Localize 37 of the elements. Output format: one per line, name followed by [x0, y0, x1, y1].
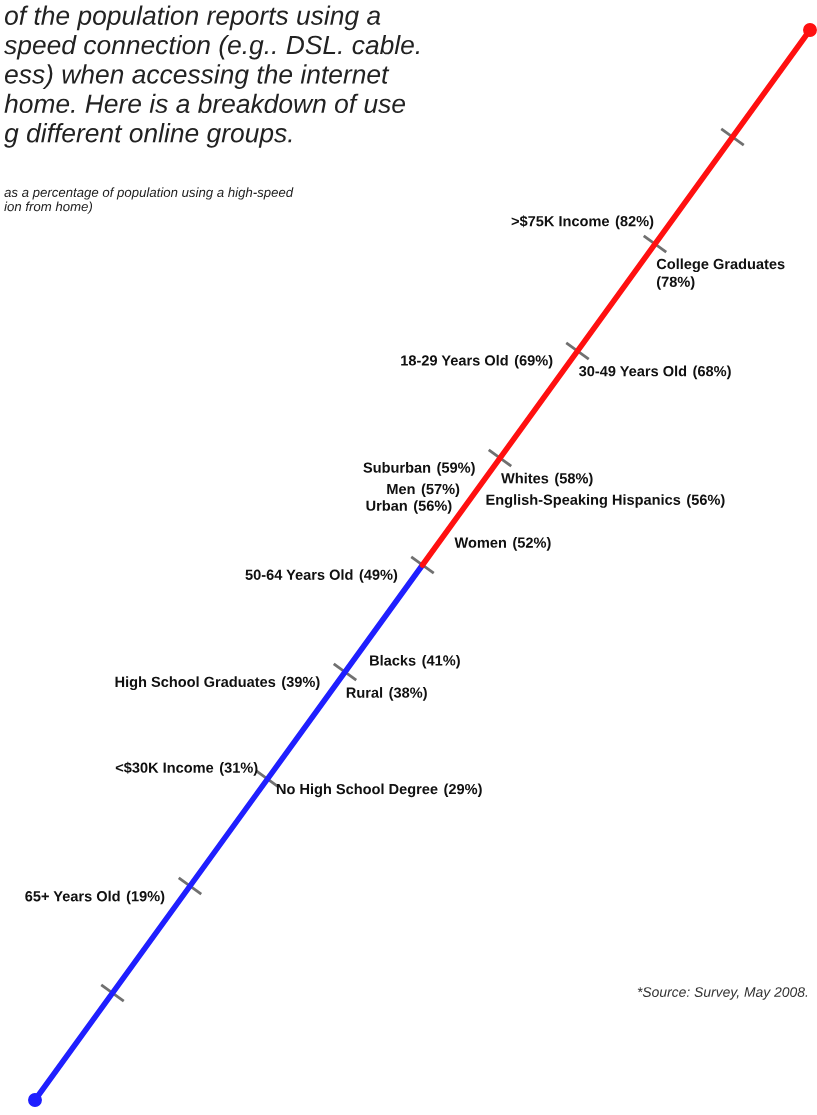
text: of the population reports using a speed connection (e.g.. DSL. cable. ess) when accessing the internet home. Here is a breakdown of use g different online groups.	[4, 5, 419, 148]
category-label: Suburban	[363, 462, 431, 473]
data-label: (49%)	[359, 569, 398, 583]
data-label: (19%)	[126, 890, 165, 905]
data-label: (78%)	[657, 276, 695, 290]
data-label: (68%)	[693, 365, 731, 380]
category-label: <$30K Income	[115, 761, 214, 774]
data-label: (52%)	[513, 537, 551, 551]
category-label: 18-29 Years Old	[401, 354, 508, 366]
category-label: Rural	[346, 687, 383, 698]
data-label: (59%)	[437, 462, 475, 476]
category-label: No High School Degree	[276, 783, 438, 798]
category-label: Men	[387, 484, 415, 495]
category-label: 30-49 Years Old	[578, 365, 687, 377]
data-label: (69%)	[514, 354, 553, 369]
data-label: (82%)	[615, 215, 654, 230]
data-label: (39%)	[282, 676, 320, 690]
data-label: (58%)	[555, 472, 593, 487]
category-label: >$75K Income	[511, 215, 610, 228]
data-label: (41%)	[422, 654, 460, 669]
data-label: (56%)	[687, 494, 725, 508]
category-label: 65+ Years Old	[25, 890, 120, 902]
data-label: (31%)	[219, 762, 258, 776]
category-label: Urban	[366, 500, 407, 511]
category-label: Blacks	[370, 654, 416, 666]
data-label: (56%)	[414, 500, 452, 514]
category-label: 50-64 Years Old	[245, 569, 353, 580]
category-label: College Graduates	[656, 258, 785, 273]
category-label: Whites	[501, 472, 549, 484]
category-label: English-Speaking Hispanics	[486, 494, 681, 508]
data-label: (38%)	[389, 687, 427, 701]
data-label: (29%)	[444, 783, 482, 798]
text: as a percentage of population using a high-speed ion from home)	[4, 187, 294, 214]
data-label: (57%)	[421, 483, 460, 498]
category-label: High School Graduates	[115, 676, 276, 690]
category-label: Women	[454, 537, 506, 548]
text: *Source: Survey, May 2008.	[637, 987, 808, 1000]
